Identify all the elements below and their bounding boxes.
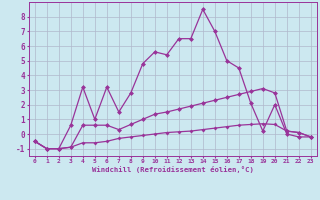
X-axis label: Windchill (Refroidissement éolien,°C): Windchill (Refroidissement éolien,°C) — [92, 166, 254, 173]
